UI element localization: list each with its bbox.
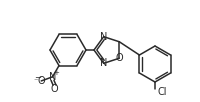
Text: O: O	[116, 53, 123, 63]
Text: O: O	[37, 76, 45, 86]
Text: N: N	[100, 58, 107, 68]
Text: N: N	[49, 72, 56, 82]
Text: −: −	[34, 73, 41, 82]
Text: Cl: Cl	[158, 87, 168, 97]
Text: N: N	[100, 32, 107, 42]
Text: ⁻: ⁻	[33, 76, 38, 85]
Text: O: O	[51, 84, 58, 94]
Text: +: +	[54, 70, 59, 76]
